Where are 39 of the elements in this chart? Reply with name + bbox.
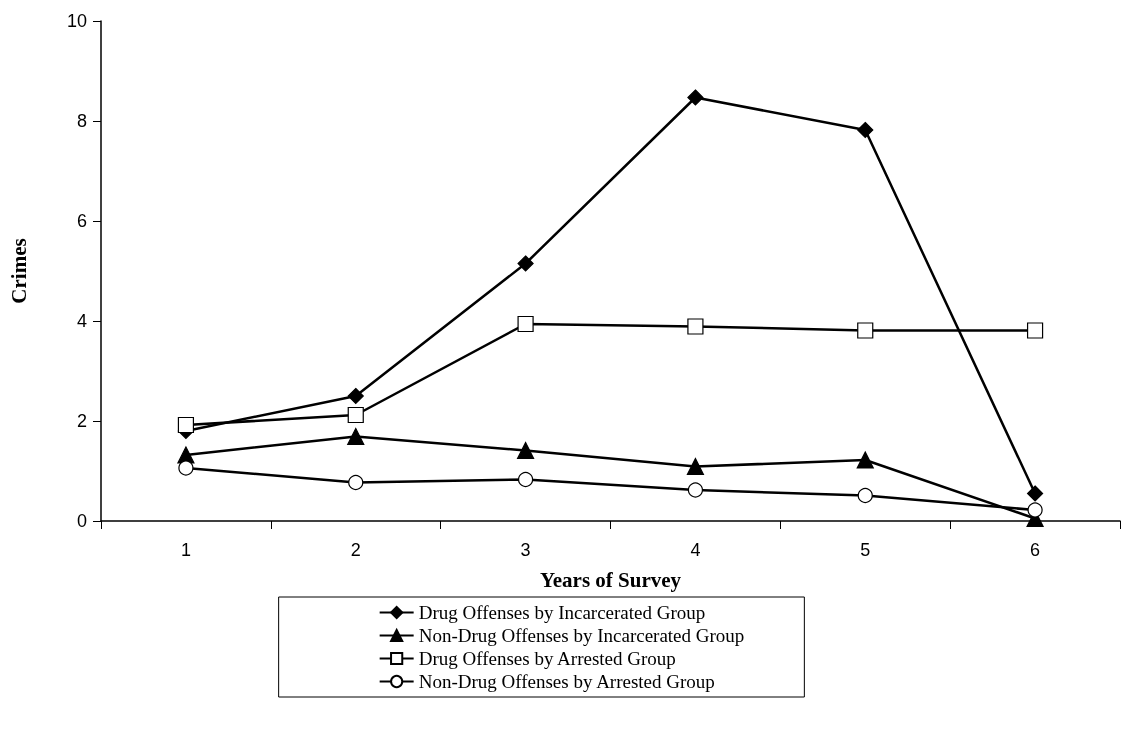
point	[177, 416, 195, 434]
point	[687, 318, 704, 335]
point	[178, 460, 194, 476]
y-axis-title: Crimes	[6, 238, 31, 304]
point	[347, 406, 364, 424]
y-tick-label: 10	[66, 11, 87, 31]
x-tick-label: 4	[690, 540, 701, 560]
point	[687, 482, 704, 498]
point	[856, 451, 874, 469]
legend-label: Drug Offenses by Incarcerated Group	[418, 602, 706, 623]
y-tick-label: 2	[76, 411, 87, 431]
x-axis-title: Years of Survey	[539, 567, 682, 592]
point	[347, 427, 365, 446]
x-tick-label: 3	[520, 540, 531, 560]
point	[348, 474, 364, 491]
x-tick-label: 1	[180, 540, 191, 560]
x-tick-label: 6	[1030, 540, 1041, 560]
point	[1026, 322, 1044, 339]
point	[1026, 485, 1044, 502]
y-tick-label: 8	[76, 111, 87, 131]
point	[857, 121, 874, 139]
legend-label: Drug Offenses by Arrested Group	[418, 648, 676, 669]
point	[518, 471, 534, 488]
y-tick-label: 6	[76, 211, 87, 231]
point	[686, 457, 705, 476]
point	[517, 315, 534, 333]
point	[857, 322, 874, 339]
y-tick-label: 0	[76, 511, 87, 531]
x-tick-label: 2	[350, 540, 361, 560]
x-tick-label: 5	[860, 540, 871, 560]
point	[1027, 502, 1043, 518]
y-tick-label: 4	[76, 311, 87, 331]
point	[687, 89, 704, 106]
point	[857, 487, 873, 504]
point	[347, 387, 364, 405]
legend-label: Non-Drug Offenses by Arrested Group	[418, 671, 715, 692]
point	[516, 441, 535, 460]
legend-label: Non-Drug Offenses by Incarcerated Group	[418, 625, 745, 646]
point	[517, 255, 534, 272]
